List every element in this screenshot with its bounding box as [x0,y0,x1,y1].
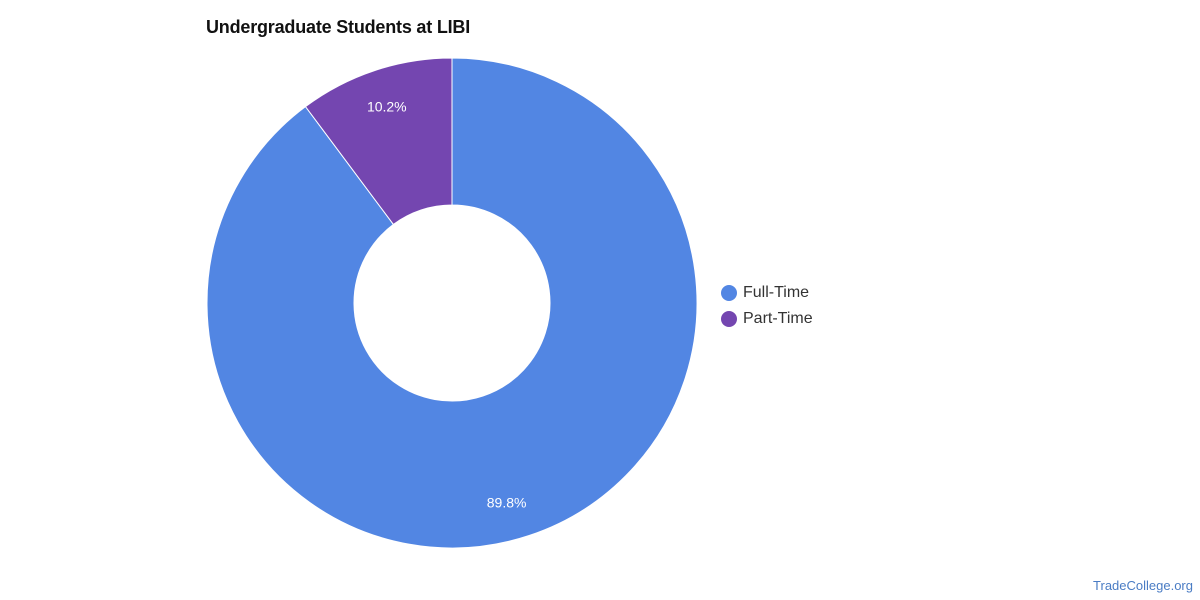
legend-swatch-part-time [721,311,737,327]
pie-slice-part-time[interactable] [304,57,453,226]
pie-slice-full-time[interactable] [206,57,698,549]
chart-title: Undergraduate Students at LIBI [206,17,471,37]
data-label-part-time: 10.2% [367,99,407,115]
legend-item-full-time[interactable]: Full-Time [721,280,813,306]
legend: Full-Time Part-Time [721,280,813,332]
legend-label-part-time: Part-Time [743,310,813,327]
legend-item-part-time[interactable]: Part-Time [721,306,813,332]
data-label-full-time: 89.8% [487,495,527,511]
legend-label-full-time: Full-Time [743,284,810,301]
source-credit: TradeCollege.org [1093,578,1193,593]
legend-swatch-full-time [721,285,737,301]
